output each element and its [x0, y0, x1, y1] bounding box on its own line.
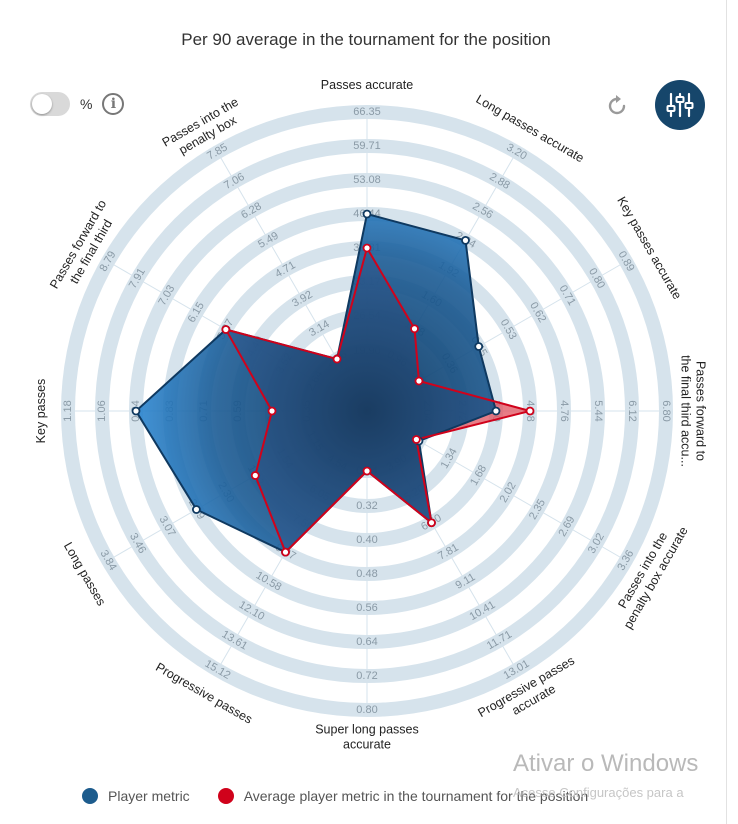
- axis-label: Super long passes accurate: [315, 723, 419, 752]
- tick-label: 59.71: [353, 140, 381, 152]
- tick-label: 6.12: [626, 400, 638, 421]
- axis-label-line: Passes forward to: [694, 361, 708, 461]
- tick-label: 4.76: [558, 400, 570, 421]
- tick-label: 0.56: [356, 602, 377, 614]
- player-point[interactable]: [362, 209, 372, 219]
- axis-label-line: accurate: [343, 738, 391, 752]
- tick-label: 0.72: [356, 670, 377, 682]
- average-color-dot: [217, 788, 234, 804]
- average-point[interactable]: [250, 471, 260, 480]
- average-point[interactable]: [410, 324, 419, 334]
- legend-item-average[interactable]: Average player metric in the tournament …: [217, 788, 589, 804]
- percent-toggle-group: % i: [30, 92, 125, 116]
- tick-label: 0.40: [356, 534, 377, 546]
- average-point[interactable]: [221, 325, 231, 334]
- average-point[interactable]: [332, 354, 342, 364]
- player-point[interactable]: [131, 406, 141, 416]
- legend: Player metric Average player metric in t…: [82, 788, 616, 804]
- axis-label: Passes accurate: [321, 78, 413, 92]
- reset-icon[interactable]: [603, 92, 631, 120]
- axis-label: Key passes: [34, 379, 48, 444]
- radar-spoke: [213, 145, 343, 368]
- axis-label: Passes forward tothe final third accu...: [679, 355, 708, 467]
- info-icon[interactable]: i: [102, 93, 125, 115]
- average-point[interactable]: [267, 406, 277, 416]
- axis-label-line: the final third accu...: [679, 355, 693, 467]
- legend-player-label: Player metric: [108, 788, 190, 804]
- tick-label: 6.80: [660, 400, 672, 421]
- player-point[interactable]: [474, 342, 484, 351]
- player-color-dot: [82, 788, 98, 804]
- player-point[interactable]: [461, 235, 470, 245]
- average-point[interactable]: [362, 243, 372, 253]
- percent-toggle[interactable]: [30, 92, 70, 116]
- axis-label-line: Passes accurate: [321, 78, 413, 92]
- average-point[interactable]: [414, 376, 424, 386]
- legend-item-player[interactable]: Player metric: [82, 788, 190, 804]
- tick-label: 53.08: [353, 174, 381, 186]
- settings-sliders-icon[interactable]: [655, 80, 705, 130]
- tick-label: 1.18: [62, 400, 74, 421]
- tick-label: 0.32: [356, 500, 377, 512]
- average-point[interactable]: [525, 406, 535, 416]
- average-point[interactable]: [427, 518, 436, 528]
- tick-label: 5.44: [592, 400, 604, 421]
- tick-label: 0.80: [356, 704, 377, 716]
- tick-label: 0.64: [356, 636, 377, 648]
- percent-label: %: [80, 96, 93, 112]
- radar-spoke: [410, 435, 633, 565]
- player-point[interactable]: [491, 406, 501, 416]
- tick-label: 66.35: [353, 106, 381, 118]
- average-point[interactable]: [411, 435, 421, 444]
- legend-average-label: Average player metric in the tournament …: [243, 788, 589, 804]
- average-point[interactable]: [362, 466, 372, 476]
- average-point[interactable]: [281, 547, 290, 557]
- tick-label: 1.06: [96, 400, 108, 421]
- tick-label: 0.48: [356, 568, 377, 580]
- toggle-knob: [32, 94, 52, 114]
- axis-label-line: Key passes: [34, 379, 48, 444]
- chart-title: Per 90 average in the tournament for the…: [181, 30, 551, 49]
- axis-label-line: Super long passes: [315, 723, 419, 737]
- player-point[interactable]: [191, 505, 201, 514]
